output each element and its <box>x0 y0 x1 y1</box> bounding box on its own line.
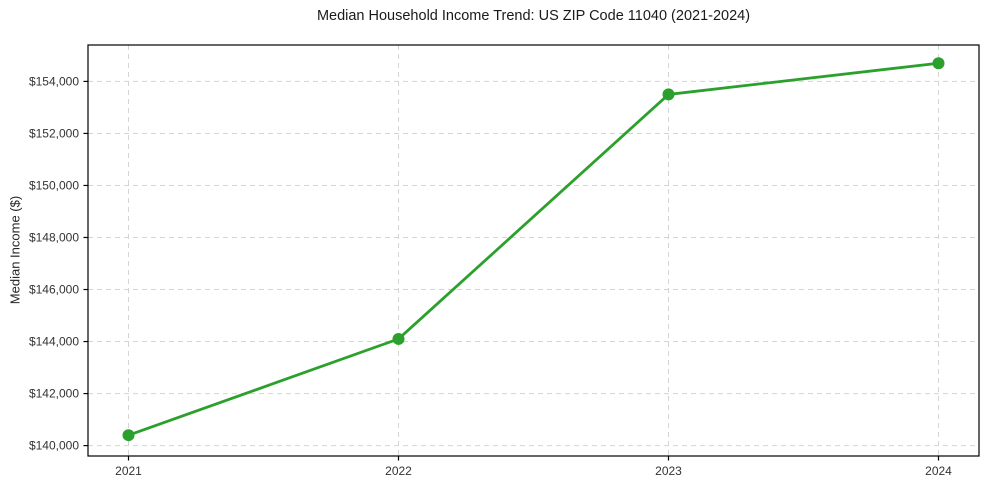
y-tick-label: $152,000 <box>29 127 79 141</box>
y-tick-label: $150,000 <box>29 179 79 193</box>
data-point <box>662 88 675 101</box>
y-tick-label: $146,000 <box>29 283 79 297</box>
data-point <box>122 429 135 442</box>
chart-title: Median Household Income Trend: US ZIP Co… <box>316 8 751 24</box>
y-tick-label: $142,000 <box>29 387 79 401</box>
data-point <box>932 57 945 70</box>
trend-line <box>127 61 940 437</box>
data-point <box>392 332 405 345</box>
plot-border <box>87 44 980 457</box>
x-tick-label: 2024 <box>925 464 952 478</box>
y-tick-label: $148,000 <box>29 231 79 245</box>
x-tick-label: 2022 <box>385 464 412 478</box>
y-tick-label: $154,000 <box>29 74 79 88</box>
y-tick-label: $140,000 <box>29 439 79 453</box>
x-tick-label: 2023 <box>655 464 682 478</box>
x-tick-label: 2021 <box>115 464 142 478</box>
y-tick-label: $144,000 <box>29 335 79 349</box>
